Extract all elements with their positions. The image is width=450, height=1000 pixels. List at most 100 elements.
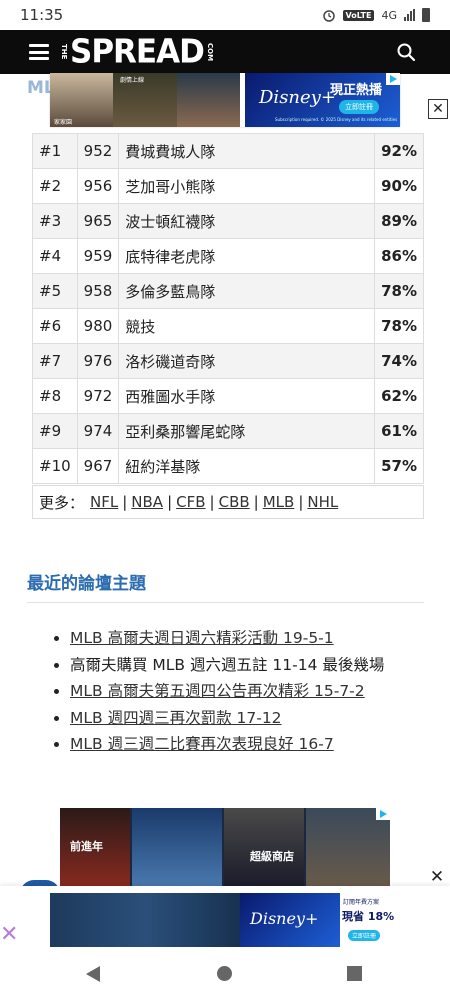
- home-icon[interactable]: [217, 966, 232, 981]
- bottom-ad-banner[interactable]: Disney+ 訂閱年費方案 現省 18% 立即註冊: [50, 893, 400, 947]
- disney-logo: Disney+: [259, 87, 336, 108]
- alarm-icon: [322, 10, 335, 22]
- pct-cell: 78%: [374, 273, 424, 309]
- disney-plus-panel: Disney+ 現正熱播 立即註冊 Subscription required.…: [245, 73, 400, 127]
- offer-main-text: 現省 18%: [342, 910, 395, 923]
- team-cell: 底特律老虎隊: [118, 238, 376, 274]
- table-row: #8 972 西雅圖水手隊 62%: [32, 378, 424, 414]
- table-row: #5 958 多倫多藍鳥隊 78%: [32, 273, 424, 309]
- team-cell: 多倫多藍鳥隊: [118, 273, 376, 309]
- table-row: #10 967 紐約洋基隊 57%: [32, 448, 424, 484]
- team-cell: 洛杉磯道奇隊: [118, 343, 376, 379]
- back-icon[interactable]: [86, 966, 100, 982]
- id-cell: 980: [76, 308, 120, 344]
- forum-topic-list: MLB 高爾夫週日週六精彩活動 19-5-1 高爾夫購買 MLB 週六週五註 1…: [50, 625, 384, 758]
- rank-cell: #3: [32, 203, 78, 239]
- ad-choices-icon[interactable]: [386, 73, 400, 85]
- table-row: #7 976 洛杉磯道奇隊 74%: [32, 343, 424, 379]
- menu-icon[interactable]: [29, 44, 49, 60]
- rank-cell: #1: [32, 133, 78, 169]
- id-cell: 976: [76, 343, 120, 379]
- pct-cell: 89%: [374, 203, 424, 239]
- list-item: MLB 週三週二比賽再次表現良好 16-7: [70, 731, 384, 758]
- ad-poster-label-2: 家家園: [54, 119, 73, 126]
- section-divider: [27, 602, 424, 603]
- table-row: #3 965 波士頓紅襪隊 89%: [32, 203, 424, 239]
- ad-choices-icon[interactable]: [376, 808, 390, 820]
- team-cell: 紐約洋基隊: [118, 448, 376, 484]
- id-cell: 956: [76, 168, 120, 204]
- team-cell: 西雅圖水手隊: [118, 378, 376, 414]
- ad-cta-button[interactable]: 立即註冊: [339, 100, 379, 114]
- pct-cell: 57%: [374, 448, 424, 484]
- status-icons: VoLTE 4G: [322, 8, 430, 22]
- link-cbb[interactable]: CBB: [218, 493, 250, 511]
- table-row: #1 952 費城費城人隊 92%: [32, 133, 424, 169]
- id-cell: 952: [76, 133, 120, 169]
- pct-cell: 90%: [374, 168, 424, 204]
- rank-cell: #6: [32, 308, 78, 344]
- rank-cell: #5: [32, 273, 78, 309]
- logo-wordmark: SPREAD: [70, 33, 205, 71]
- table-row: #4 959 底特律老虎隊 86%: [32, 238, 424, 274]
- ad-cta-button[interactable]: 立即註冊: [348, 930, 381, 941]
- pct-cell: 92%: [374, 133, 424, 169]
- table-row: #6 980 競技 78%: [32, 308, 424, 344]
- pct-cell: 62%: [374, 378, 424, 414]
- rank-cell: #7: [32, 343, 78, 379]
- site-header: THE SPREAD COM: [0, 30, 450, 74]
- offer-panel: 訂閱年費方案 現省 18% 立即註冊: [340, 893, 400, 947]
- recents-icon[interactable]: [347, 966, 362, 981]
- network-type: 4G: [381, 8, 397, 22]
- ad-posters: [50, 893, 240, 947]
- team-cell: 費城費城人隊: [118, 133, 376, 169]
- team-cell: 競技: [118, 308, 376, 344]
- id-cell: 958: [76, 273, 120, 309]
- signal-icon: [404, 9, 415, 21]
- search-icon[interactable]: [396, 42, 416, 62]
- forum-topic-link[interactable]: MLB 週四週三再次罰款 17-12: [70, 708, 282, 727]
- list-item: MLB 高爾夫第五週四公告再次精彩 15-7-2: [70, 678, 384, 705]
- rank-cell: #4: [32, 238, 78, 274]
- id-cell: 972: [76, 378, 120, 414]
- offer-top-text: 訂閱年費方案: [343, 899, 380, 906]
- ad-fineprint: Subscription required. © 2025 Disney and…: [275, 117, 398, 122]
- id-cell: 959: [76, 238, 120, 274]
- rankings-table: #1 952 費城費城人隊 92% #2 956 芝加哥小熊隊 90% #3 9…: [32, 133, 424, 484]
- team-cell: 芝加哥小熊隊: [118, 168, 376, 204]
- rank-cell: #8: [32, 378, 78, 414]
- site-logo[interactable]: THE SPREAD COM: [60, 33, 214, 71]
- logo-suffix: COM: [205, 42, 214, 62]
- list-item: MLB 週四週三再次罰款 17-12: [70, 705, 384, 732]
- ad-posters: [50, 73, 240, 127]
- forum-topic-text: 高爾夫購買 MLB 週六週五註 11-14 最後幾場: [70, 655, 385, 674]
- more-label: 更多：: [39, 493, 85, 512]
- link-nhl[interactable]: NHL: [307, 493, 339, 511]
- pct-cell: 78%: [374, 308, 424, 344]
- forum-topic-link[interactable]: MLB 高爾夫第五週四公告再次精彩 15-7-2: [70, 682, 365, 700]
- top-ad-banner[interactable]: 劇情上線 家家園 Disney+ 現正熱播 立即註冊 Subscription …: [50, 73, 400, 127]
- close-icon[interactable]: ✕: [424, 866, 450, 888]
- team-cell: 波士頓紅襪隊: [118, 203, 376, 239]
- mid-ad-banner[interactable]: 前進年 超級商店: [60, 808, 390, 888]
- team-cell: 亞利桑那響尾蛇隊: [118, 413, 376, 449]
- ad-close-icon[interactable]: ✕: [0, 922, 19, 947]
- link-nba[interactable]: NBA: [131, 493, 164, 511]
- link-nfl[interactable]: NFL: [90, 493, 119, 511]
- link-cfb[interactable]: CFB: [176, 493, 206, 511]
- forum-topic-link[interactable]: MLB 週三週二比賽再次表現良好 16-7: [70, 735, 334, 753]
- list-item: MLB 高爾夫週日週六精彩活動 19-5-1: [70, 625, 384, 652]
- volte-badge: VoLTE: [342, 9, 375, 21]
- more-sports-links: 更多： NFL | NBA | CFB | CBB | MLB | NHL: [32, 485, 424, 519]
- id-cell: 974: [76, 413, 120, 449]
- id-cell: 967: [76, 448, 120, 484]
- close-icon[interactable]: ✕: [428, 99, 448, 119]
- mid-ad-text-2: 超級商店: [250, 850, 294, 863]
- disney-plus-panel: Disney+: [240, 893, 340, 947]
- link-mlb[interactable]: MLB: [262, 493, 295, 511]
- pct-cell: 86%: [374, 238, 424, 274]
- pct-cell: 61%: [374, 413, 424, 449]
- table-row: #9 974 亞利桑那響尾蛇隊 61%: [32, 413, 424, 449]
- forum-topic-link[interactable]: MLB 高爾夫週日週六精彩活動 19-5-1: [70, 629, 334, 647]
- id-cell: 965: [76, 203, 120, 239]
